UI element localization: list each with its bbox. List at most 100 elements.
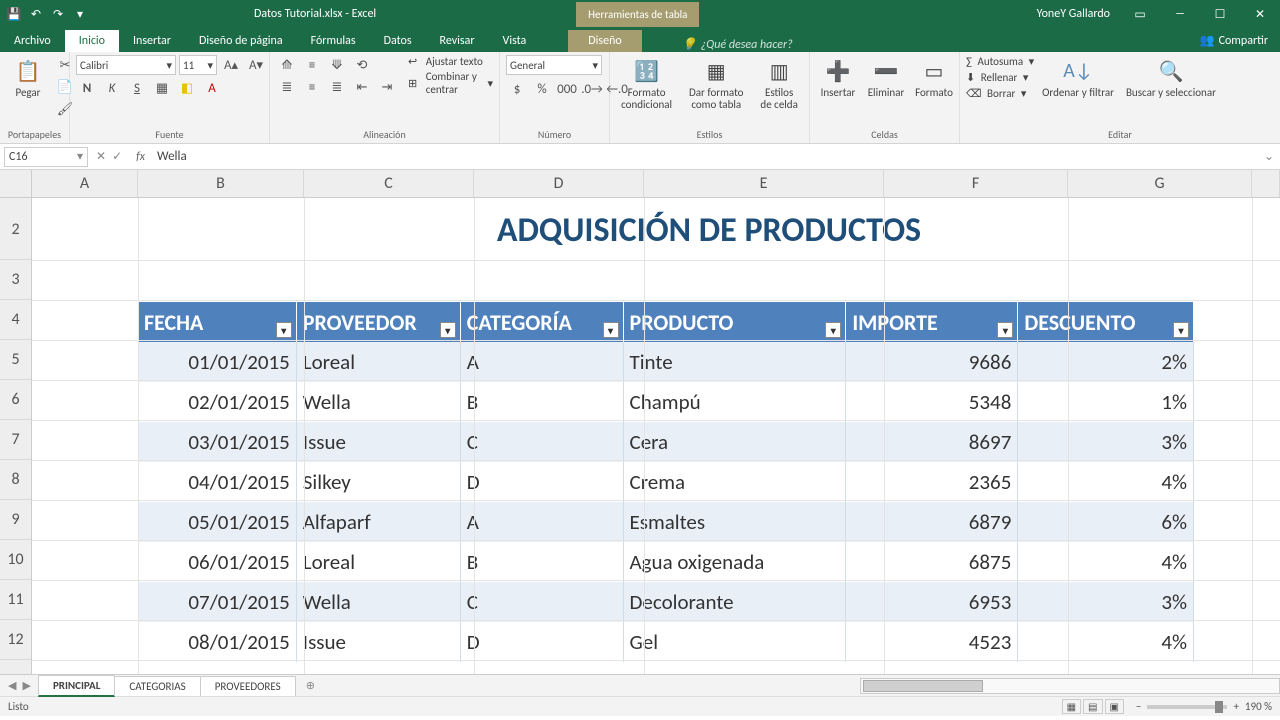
font-name-select[interactable]: Calibri▾	[76, 55, 176, 75]
zoom-in-icon[interactable]: +	[1233, 700, 1238, 713]
row-header-9[interactable]: 9	[0, 500, 31, 540]
border-button[interactable]: ▦	[151, 78, 173, 98]
table-cell[interactable]: C	[461, 422, 624, 462]
table-cell[interactable]: Wella	[297, 582, 461, 622]
column-header-F[interactable]: F	[884, 170, 1068, 197]
table-cell[interactable]: Gel	[624, 622, 847, 662]
paste-button[interactable]: 📋Pegar	[6, 55, 50, 101]
column-header-A[interactable]: A	[32, 170, 138, 197]
user-name[interactable]: YoneY Gallardo	[1027, 7, 1120, 21]
table-cell[interactable]: Agua oxigenada	[624, 542, 847, 582]
number-format-select[interactable]: General▾	[506, 55, 602, 75]
currency-icon[interactable]: $	[506, 79, 528, 99]
table-cell[interactable]: C	[461, 582, 624, 622]
table-row[interactable]: 05/01/2015AlfaparfAEsmaltes68796%	[138, 502, 1194, 542]
row-header-10[interactable]: 10	[0, 540, 31, 580]
table-cell[interactable]: Wella	[297, 382, 461, 422]
table-header[interactable]: FECHA▾	[138, 302, 297, 342]
filter-icon[interactable]: ▾	[603, 322, 619, 338]
table-cell[interactable]: 3%	[1018, 422, 1194, 462]
table-header[interactable]: PROVEEDOR▾	[297, 302, 461, 342]
insert-cells-button[interactable]: ➕Insertar	[816, 55, 860, 101]
enter-formula-icon[interactable]: ✓	[112, 149, 122, 164]
table-header[interactable]: IMPORTE▾	[846, 302, 1018, 342]
table-cell[interactable]: 2%	[1018, 342, 1194, 382]
clear-button[interactable]: ⌫ Borrar ▾	[966, 87, 1034, 100]
row-header-6[interactable]: 6	[0, 380, 31, 420]
tab-revisar[interactable]: Revisar	[426, 30, 489, 52]
filter-icon[interactable]: ▾	[440, 322, 456, 338]
filter-icon[interactable]: ▾	[276, 322, 292, 338]
orientation-icon[interactable]: ⟲	[351, 55, 373, 75]
table-cell[interactable]: 1%	[1018, 382, 1194, 422]
zoom-slider[interactable]	[1147, 705, 1227, 709]
row-header-7[interactable]: 7	[0, 420, 31, 460]
table-cell[interactable]: A	[461, 342, 624, 382]
zoom-out-icon[interactable]: −	[1136, 700, 1141, 713]
table-cell[interactable]: 4%	[1018, 462, 1194, 502]
table-header[interactable]: DESCUENTO▾	[1018, 302, 1194, 342]
column-header-D[interactable]: D	[474, 170, 644, 197]
format-cells-button[interactable]: ▭Formato	[912, 55, 956, 101]
font-size-select[interactable]: 11▾	[179, 55, 217, 75]
filter-icon[interactable]: ▾	[825, 322, 841, 338]
zoom-level[interactable]: 190 %	[1245, 700, 1272, 713]
comma-icon[interactable]: 000	[556, 79, 578, 99]
wrap-text-button[interactable]: ↩ Ajustar texto	[408, 55, 493, 68]
table-row[interactable]: 08/01/2015IssueDGel45234%	[138, 622, 1194, 662]
decrease-font-icon[interactable]: A▾	[245, 55, 267, 75]
share-button[interactable]: 👥Compartir	[1188, 29, 1280, 52]
table-cell[interactable]: 02/01/2015	[138, 382, 297, 422]
row-header-5[interactable]: 5	[0, 340, 31, 380]
filter-icon[interactable]: ▾	[1173, 322, 1189, 338]
table-cell[interactable]: B	[461, 542, 624, 582]
sheet-tab-proveedores[interactable]: PROVEEDORES	[200, 676, 296, 696]
sheet-tab-categorias[interactable]: CATEGORIAS	[114, 676, 200, 696]
table-cell[interactable]: Cera	[624, 422, 847, 462]
table-cell[interactable]: 07/01/2015	[138, 582, 297, 622]
fill-button[interactable]: ⬇ Rellenar ▾	[966, 71, 1034, 84]
align-bottom-icon[interactable]: ⟱	[326, 55, 348, 75]
table-cell[interactable]: Decolorante	[624, 582, 847, 622]
align-right-icon[interactable]: ≣	[326, 77, 348, 97]
table-cell[interactable]: Esmaltes	[624, 502, 847, 542]
sort-filter-button[interactable]: A↓Ordenar y filtrar	[1038, 55, 1118, 101]
indent-decrease-icon[interactable]: ⇤	[351, 77, 373, 97]
close-icon[interactable]: ✕	[1240, 7, 1280, 22]
redo-icon[interactable]: ↷	[50, 7, 66, 22]
cell-styles-button[interactable]: ▥Estilos de celda	[755, 55, 803, 113]
table-cell[interactable]: 6879	[846, 502, 1018, 542]
sheet-nav-next-icon[interactable]: ▶	[22, 679, 30, 692]
table-cell[interactable]: 6953	[846, 582, 1018, 622]
table-cell[interactable]: 03/01/2015	[138, 422, 297, 462]
tab-formulas[interactable]: Fórmulas	[297, 30, 370, 52]
row-header-12[interactable]: 12	[0, 620, 31, 660]
italic-button[interactable]: K	[101, 78, 123, 98]
table-row[interactable]: 06/01/2015LorealBAgua oxigenada68754%	[138, 542, 1194, 582]
table-cell[interactable]: Crema	[624, 462, 847, 502]
cancel-formula-icon[interactable]: ✕	[96, 149, 106, 164]
table-cell[interactable]: 4%	[1018, 542, 1194, 582]
table-cell[interactable]: Alfaparf	[297, 502, 461, 542]
align-middle-icon[interactable]: ≡	[301, 55, 323, 75]
table-row[interactable]: 01/01/2015LorealATinte96862%	[138, 342, 1194, 382]
maximize-icon[interactable]: ☐	[1200, 7, 1240, 22]
tab-insertar[interactable]: Insertar	[119, 30, 185, 52]
autosum-button[interactable]: ∑ Autosuma ▾	[966, 55, 1034, 68]
font-color-button[interactable]: A	[201, 78, 223, 98]
table-cell[interactable]: 6%	[1018, 502, 1194, 542]
table-cell[interactable]: A	[461, 502, 624, 542]
view-buttons[interactable]: ▦▤▣	[1060, 700, 1124, 713]
tell-me-search[interactable]: 💡¿Qué desea hacer?	[682, 37, 793, 52]
table-row[interactable]: 04/01/2015SilkeyDCrema23654%	[138, 462, 1194, 502]
horizontal-scrollbar[interactable]	[860, 678, 1280, 694]
bold-button[interactable]: N	[76, 78, 98, 98]
minimize-icon[interactable]: ―	[1160, 7, 1200, 22]
table-cell[interactable]: 04/01/2015	[138, 462, 297, 502]
table-cell[interactable]: 2365	[846, 462, 1018, 502]
find-select-button[interactable]: 🔍Buscar y seleccionar	[1122, 55, 1220, 101]
row-header-8[interactable]: 8	[0, 460, 31, 500]
row-header-11[interactable]: 11	[0, 580, 31, 620]
align-center-icon[interactable]: ≡	[301, 77, 323, 97]
column-header-C[interactable]: C	[304, 170, 474, 197]
